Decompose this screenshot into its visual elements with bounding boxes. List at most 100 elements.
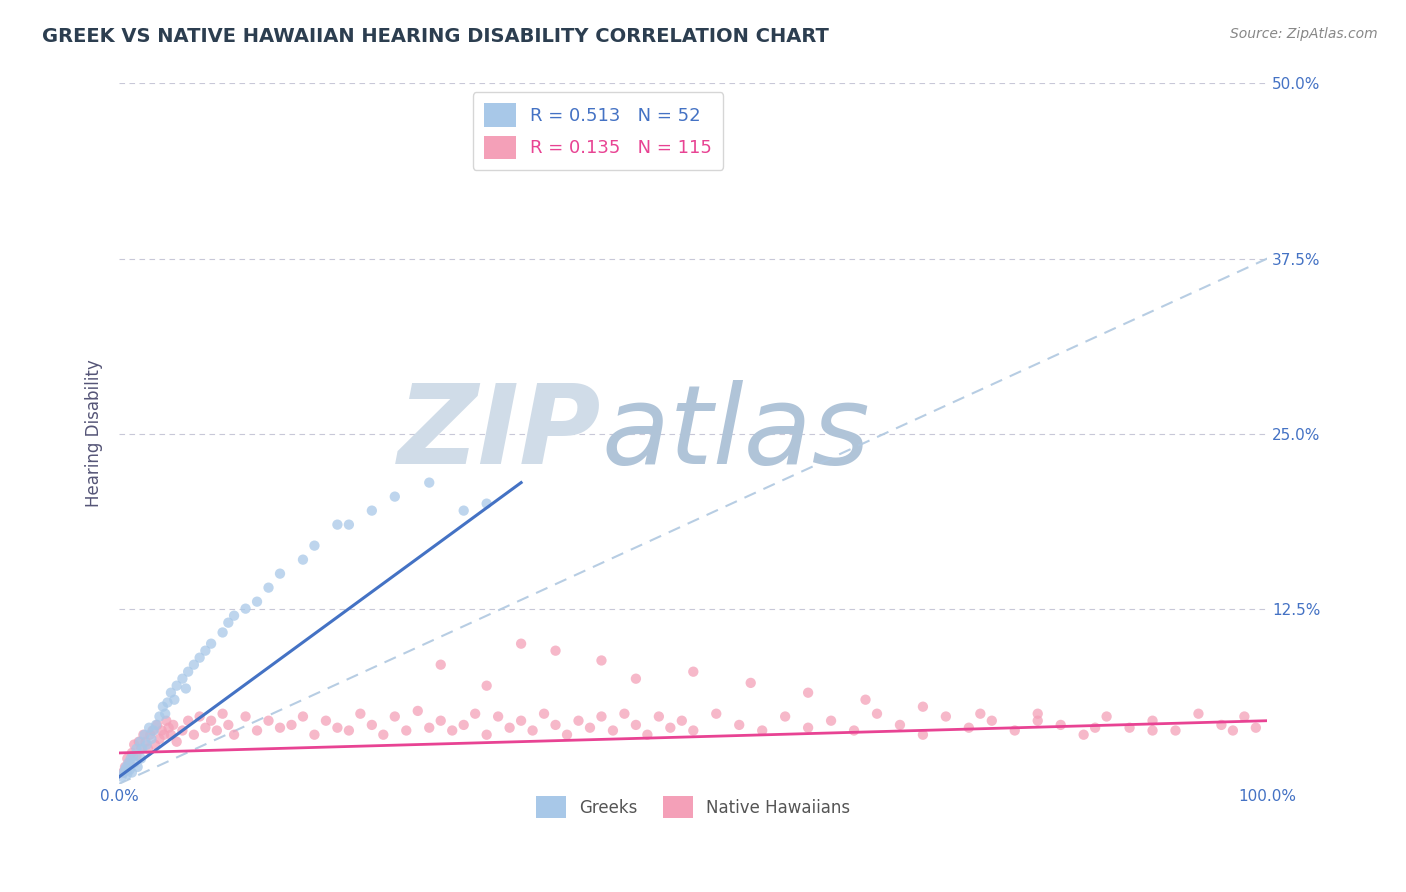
Point	[111, 765, 134, 780]
Point	[866, 706, 889, 721]
Point	[163, 692, 186, 706]
Point	[172, 723, 194, 738]
Point	[406, 704, 429, 718]
Point	[138, 721, 160, 735]
Point	[146, 718, 169, 732]
Point	[682, 665, 704, 679]
Point	[636, 728, 658, 742]
Point	[384, 709, 406, 723]
Point	[624, 672, 647, 686]
Point	[773, 709, 796, 723]
Text: Source: ZipAtlas.com: Source: ZipAtlas.com	[1230, 27, 1378, 41]
Point	[160, 686, 183, 700]
Point	[510, 714, 533, 728]
Point	[122, 748, 145, 763]
Point	[728, 718, 751, 732]
Point	[211, 625, 233, 640]
Point	[177, 714, 200, 728]
Point	[166, 735, 188, 749]
Point	[235, 601, 257, 615]
Point	[135, 735, 157, 749]
Point	[145, 718, 167, 732]
Point	[1233, 709, 1256, 723]
Point	[211, 706, 233, 721]
Point	[217, 718, 239, 732]
Point	[453, 718, 475, 732]
Point	[156, 696, 179, 710]
Point	[122, 738, 145, 752]
Point	[591, 709, 613, 723]
Point	[969, 706, 991, 721]
Point	[337, 517, 360, 532]
Point	[591, 653, 613, 667]
Point	[143, 738, 166, 752]
Point	[797, 686, 820, 700]
Point	[142, 723, 165, 738]
Point	[110, 770, 132, 784]
Point	[1142, 714, 1164, 728]
Text: atlas: atlas	[602, 380, 870, 487]
Point	[121, 765, 143, 780]
Point	[326, 517, 349, 532]
Point	[114, 763, 136, 777]
Point	[188, 709, 211, 723]
Point	[148, 731, 170, 746]
Point	[475, 679, 498, 693]
Point	[453, 503, 475, 517]
Point	[855, 692, 877, 706]
Point	[121, 746, 143, 760]
Point	[935, 709, 957, 723]
Point	[1211, 718, 1233, 732]
Point	[135, 738, 157, 752]
Point	[235, 709, 257, 723]
Point	[148, 709, 170, 723]
Point	[498, 721, 520, 735]
Point	[155, 714, 177, 728]
Point	[1118, 721, 1140, 735]
Point	[157, 721, 180, 735]
Point	[160, 728, 183, 742]
Point	[291, 552, 314, 566]
Point	[510, 637, 533, 651]
Point	[153, 706, 176, 721]
Point	[257, 714, 280, 728]
Point	[125, 741, 148, 756]
Point	[200, 714, 222, 728]
Point	[222, 608, 245, 623]
Point	[1004, 723, 1026, 738]
Point	[797, 721, 820, 735]
Point	[142, 723, 165, 738]
Point	[269, 721, 291, 735]
Point	[1084, 721, 1107, 735]
Point	[174, 681, 197, 696]
Point	[613, 706, 636, 721]
Point	[125, 748, 148, 763]
Point	[141, 731, 163, 746]
Point	[704, 706, 727, 721]
Point	[117, 751, 139, 765]
Point	[150, 723, 173, 738]
Point	[682, 723, 704, 738]
Point	[429, 657, 451, 672]
Point	[246, 595, 269, 609]
Point	[177, 665, 200, 679]
Point	[957, 721, 980, 735]
Point	[128, 735, 150, 749]
Point	[418, 475, 440, 490]
Point	[740, 676, 762, 690]
Point	[120, 751, 142, 765]
Point	[980, 714, 1002, 728]
Point	[118, 763, 141, 777]
Point	[131, 741, 153, 756]
Point	[166, 679, 188, 693]
Point	[222, 728, 245, 742]
Point	[117, 767, 139, 781]
Point	[152, 699, 174, 714]
Point	[269, 566, 291, 581]
Point	[567, 714, 589, 728]
Point	[326, 721, 349, 735]
Point	[1244, 721, 1267, 735]
Point	[115, 760, 138, 774]
Point	[360, 718, 382, 732]
Point	[118, 756, 141, 770]
